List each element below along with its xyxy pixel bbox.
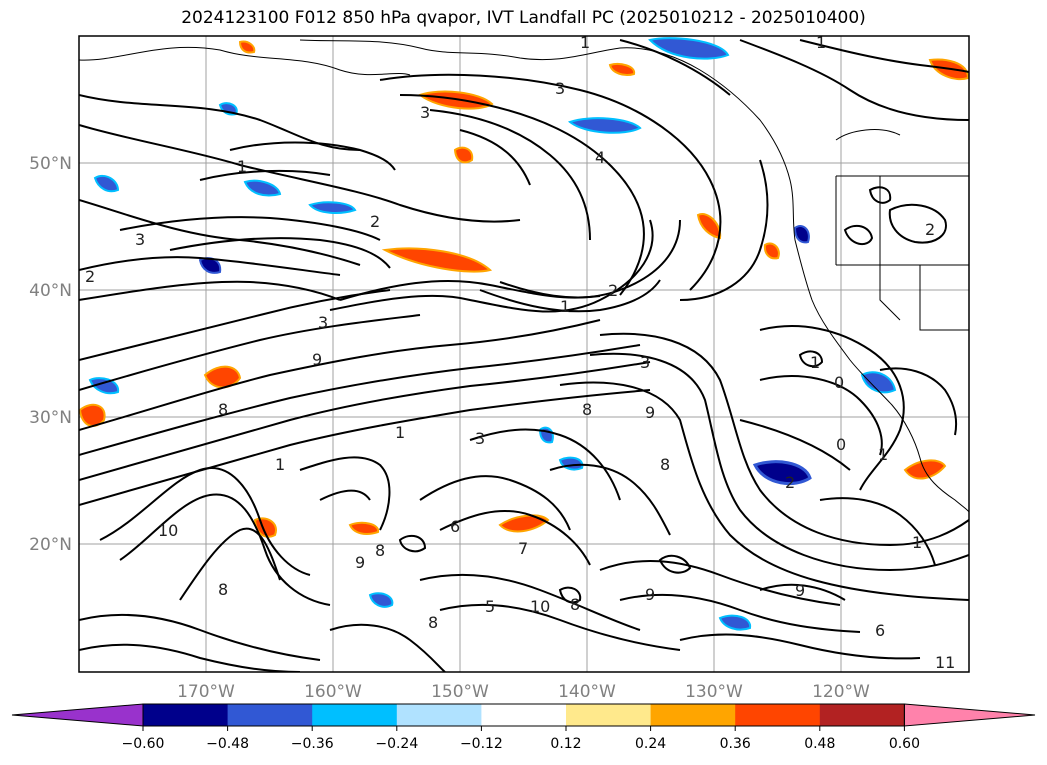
colorbar-swatch xyxy=(227,704,313,726)
contour-label: 3 xyxy=(420,103,430,122)
lon-label: 170°W xyxy=(177,682,235,702)
contour-label: 8 xyxy=(218,400,228,419)
contour-label: 2 xyxy=(925,220,935,239)
colorbar-tick-label: 0.36 xyxy=(720,736,751,752)
lat-label: 40°N xyxy=(29,281,72,301)
contour-label: 8 xyxy=(660,455,670,474)
contour-label: 1 xyxy=(237,157,247,176)
lon-label: 160°W xyxy=(304,682,362,702)
colorbar-swatch xyxy=(481,704,567,726)
contour-label: 8 xyxy=(375,541,385,560)
contour-label: 8 xyxy=(570,595,580,614)
colorbar-swatch xyxy=(143,704,229,726)
lon-label: 130°W xyxy=(685,682,743,702)
colorbar-tick-label: 0.60 xyxy=(889,736,920,752)
colorbar-swatch xyxy=(650,704,736,726)
contour-label: 1 xyxy=(395,423,405,442)
contour-labels: 1 3 3 4 1 2 3 2 1 2 3 9 8 1 1 3 3 8 9 8 … xyxy=(85,33,955,672)
colorbar-swatch xyxy=(396,704,482,726)
colorbar-min-arrow xyxy=(11,703,144,727)
colorbar: −0.60 −0.48 −0.36 −0.24 −0.12 0.12 0.24 0.36 0.4… xyxy=(11,703,1036,752)
contour-label: 1 xyxy=(878,445,888,464)
contour-label: 1 xyxy=(816,33,826,52)
map-border xyxy=(78,35,970,673)
contour-label: 10 xyxy=(530,597,550,616)
contour-label: 9 xyxy=(795,581,805,600)
contour-label: 0 xyxy=(834,373,844,392)
colorbar-tick-label: −0.12 xyxy=(460,736,503,752)
ivt-contours xyxy=(79,39,969,672)
lat-label: 20°N xyxy=(29,535,72,555)
contour-label: 7 xyxy=(518,539,528,558)
colorbar-max-arrow xyxy=(903,703,1036,727)
lat-label: 30°N xyxy=(29,408,72,428)
contour-label: 3 xyxy=(135,230,145,249)
colorbar-tick-label: −0.48 xyxy=(206,736,249,752)
contour-label: 1 xyxy=(580,33,590,52)
contour-label: 3 xyxy=(475,429,485,448)
contour-label: 1 xyxy=(810,353,820,372)
contour-label: 3 xyxy=(318,313,328,332)
contour-label: 11 xyxy=(935,653,955,672)
map-panel xyxy=(79,36,969,672)
contour-label: 9 xyxy=(355,553,365,572)
contour-label: 9 xyxy=(645,403,655,422)
contour-label: 4 xyxy=(595,148,605,167)
colorbar-tick-label: 0.48 xyxy=(804,736,835,752)
contour-label: 2 xyxy=(370,212,380,231)
contour-label: 10 xyxy=(158,521,178,540)
colorbar-tick-label: 0.12 xyxy=(550,736,581,752)
colorbar-swatch xyxy=(566,704,652,726)
contour-label: 1 xyxy=(560,297,570,316)
lon-label: 140°W xyxy=(558,682,616,702)
qvapor-fill-shading xyxy=(79,37,969,631)
lat-label: 50°N xyxy=(29,154,72,174)
colorbar-swatch xyxy=(735,704,821,726)
coastlines xyxy=(79,39,969,513)
contour-label: 2 xyxy=(785,473,795,492)
contour-label: 0 xyxy=(836,435,846,454)
colorbar-tick-label: 0.24 xyxy=(635,736,666,752)
contour-label: 1 xyxy=(275,455,285,474)
lon-label: 150°W xyxy=(431,682,489,702)
colorbar-tick-label: −0.24 xyxy=(375,736,418,752)
contour-label: 3 xyxy=(555,79,565,98)
contour-label: 5 xyxy=(485,597,495,616)
contour-label: 6 xyxy=(875,621,885,640)
contour-label: 8 xyxy=(582,400,592,419)
longitude-labels: 170°W 160°W 150°W 140°W 130°W 120°W xyxy=(177,682,870,702)
contour-label: 9 xyxy=(645,585,655,604)
contour-label: 8 xyxy=(218,580,228,599)
colorbar-swatch xyxy=(312,704,398,726)
contour-label: 2 xyxy=(85,267,95,286)
contour-label: 2 xyxy=(608,281,618,300)
contour-label: 6 xyxy=(450,517,460,536)
contour-label: 8 xyxy=(428,613,438,632)
colorbar-tick-label: −0.36 xyxy=(291,736,334,752)
contour-label: 1 xyxy=(912,533,922,552)
plot-title: 2024123100 F012 850 hPa qvapor, IVT Land… xyxy=(181,8,866,28)
contour-label: 9 xyxy=(312,350,322,369)
contour-label: 3 xyxy=(640,353,650,372)
latitude-labels: 50°N 40°N 30°N 20°N xyxy=(29,154,72,555)
colorbar-frame xyxy=(142,703,905,727)
colorbar-swatch xyxy=(819,704,905,726)
colorbar-tick-label: −0.60 xyxy=(122,736,165,752)
lon-label: 120°W xyxy=(812,682,870,702)
